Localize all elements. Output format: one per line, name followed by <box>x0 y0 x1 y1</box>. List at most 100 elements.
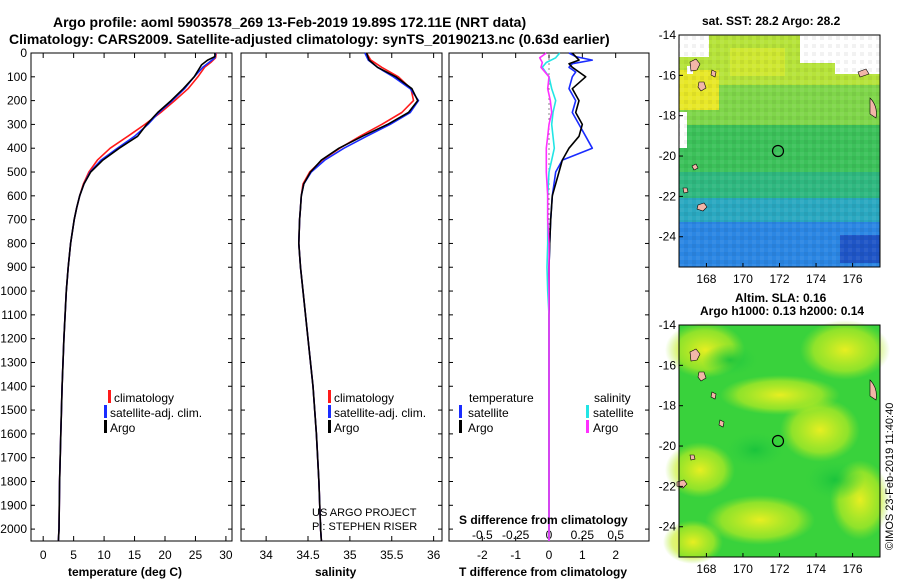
legend-swatch-climatology <box>108 390 111 403</box>
legend-header-temperature: temperature <box>469 391 534 405</box>
island-vanuatu <box>697 371 707 382</box>
lat-tick-label: -14 <box>659 28 677 42</box>
sla-map-ticks: 168 170 172 174 176 -14 -16 -18 -20 -22 -24 <box>659 318 863 576</box>
legend-header-salinity: salinity <box>594 391 631 405</box>
x-tick-label: 1 <box>579 548 586 562</box>
legend-swatch-satellite <box>104 405 107 418</box>
depth-tick-label: 1300 <box>0 355 27 369</box>
legend-swatch-s-satellite <box>586 405 589 418</box>
x-tick-label: 36 <box>427 548 441 562</box>
depth-tick-label: 0 <box>20 46 27 60</box>
legend-label-climatology: climatology <box>334 391 394 405</box>
depth-axis: 0 100 200 300 400 500 600 700 800 900 1000 1100 1200… <box>0 46 27 536</box>
sst-map-ticks: 168 170 172 174 176 -14 -16 -18 -20 -22 -24 <box>659 28 863 286</box>
depth-tick-label: 1200 <box>0 332 27 346</box>
legend-swatch-argo <box>328 420 331 433</box>
salinity-legend: climatology satellite-adj. clim. Argo US… <box>312 390 426 533</box>
legend-label-t-argo: Argo <box>468 421 494 435</box>
sla-map-title-1: Altim. SLA: 0.16 <box>735 291 827 305</box>
lat-tick-label: -24 <box>659 520 677 534</box>
island-loyalty <box>691 163 699 171</box>
difference-legend-temperature: temperature satellite Argo <box>459 391 534 435</box>
x-tick-label: 35.5 <box>380 548 404 562</box>
x-tick-label: 2 <box>612 548 619 562</box>
legend-swatch-satellite <box>328 405 331 418</box>
depth-tick-label: 1100 <box>1 308 27 322</box>
depth-tick-label: 700 <box>7 213 27 227</box>
salinity-panel <box>240 52 443 542</box>
island-fiji <box>857 68 870 78</box>
x-tick-label: -2 <box>477 548 488 562</box>
lat-tick-label: -22 <box>659 189 677 203</box>
s-tick-label: 0.25 <box>571 528 595 542</box>
sla-green-blob <box>702 344 758 376</box>
lat-tick-label: -16 <box>659 358 677 372</box>
legend-label-s-satellite: satellite <box>593 406 634 420</box>
depth-tick-label: 300 <box>7 117 27 131</box>
depth-tick-label: 800 <box>7 236 27 250</box>
series-line-salinity-argo <box>538 52 553 541</box>
legend-label-satellite: satellite-adj. clim. <box>110 406 202 420</box>
t-difference-axis-title: T difference from climatology <box>459 565 627 579</box>
depth-tick-label: 1000 <box>0 284 27 298</box>
temperature-legend: climatology satellite-adj. clim. Argo <box>104 390 202 435</box>
depth-tick-label: 100 <box>7 70 27 84</box>
depth-tick-label: 400 <box>7 141 27 155</box>
island-loyalty <box>696 202 708 212</box>
x-tick-label: 10 <box>97 548 111 562</box>
difference-legend-salinity: salinity satellite Argo S difference fro… <box>459 391 634 527</box>
temperature-panel <box>30 52 233 542</box>
island-loyalty <box>718 419 725 428</box>
sla-green-blob <box>805 460 865 500</box>
lat-tick-label: -18 <box>659 399 677 413</box>
sla-map <box>663 320 890 564</box>
legend-label-argo: Argo <box>334 421 360 435</box>
argo-position-marker <box>771 144 785 158</box>
island-vanuatu <box>689 348 701 362</box>
lat-tick-label: -24 <box>659 230 677 244</box>
legend-label-satellite: satellite-adj. clim. <box>334 406 426 420</box>
legend-swatch-t-argo <box>459 420 462 433</box>
lat-tick-label: -20 <box>659 149 677 163</box>
depth-tick-label: 900 <box>7 260 27 274</box>
lat-tick-label: -20 <box>659 439 677 453</box>
profile-lines <box>57 52 594 542</box>
legend-label-t-satellite: satellite <box>468 406 509 420</box>
lon-tick-label: 174 <box>806 562 826 576</box>
sla-yellow-blob <box>780 398 860 462</box>
sst-map-title: sat. SST: 28.2 Argo: 28.2 <box>702 14 841 28</box>
sla-yellow-blob <box>800 320 890 380</box>
island-vanuatu <box>689 58 701 72</box>
lon-tick-label: 176 <box>843 272 863 286</box>
sla-yellow-blob <box>705 495 815 545</box>
s-axis-title: S difference from climatology <box>459 513 628 527</box>
series-line-argo <box>297 52 419 542</box>
depth-tick-label: 1700 <box>0 451 27 465</box>
x-tick-label: 20 <box>158 548 172 562</box>
island-fiji <box>869 97 877 119</box>
island-loyalty <box>682 187 689 194</box>
x-tick-label: 30 <box>219 548 233 562</box>
legend-swatch-s-argo <box>586 420 589 433</box>
lon-tick-label: 170 <box>733 272 753 286</box>
lat-tick-label: -16 <box>659 68 677 82</box>
depth-tick-label: 1600 <box>0 427 27 441</box>
x-tick-label: 35 <box>343 548 357 562</box>
x-tick-label: 15 <box>128 548 142 562</box>
depth-tick-label: 2000 <box>0 522 27 536</box>
lon-tick-label: 174 <box>806 272 826 286</box>
lon-tick-label: 176 <box>843 562 863 576</box>
legend-swatch-argo <box>104 420 107 433</box>
series-line-argo <box>57 53 216 542</box>
depth-tick-label: 1800 <box>0 474 27 488</box>
depth-tick-label: 200 <box>7 94 27 108</box>
lon-tick-label: 168 <box>696 272 716 286</box>
header-line1: Argo profile: aoml 5903578_269 13-Feb-20… <box>53 14 526 30</box>
lon-tick-label: 172 <box>769 272 789 286</box>
sst-grain <box>679 35 880 267</box>
s-tick-label: -0.5 <box>472 528 493 542</box>
x-tick-label: 34.5 <box>296 548 320 562</box>
x-tick-label: -1 <box>510 548 521 562</box>
header-line2: Climatology: CARS2009. Satellite-adjuste… <box>9 31 610 47</box>
